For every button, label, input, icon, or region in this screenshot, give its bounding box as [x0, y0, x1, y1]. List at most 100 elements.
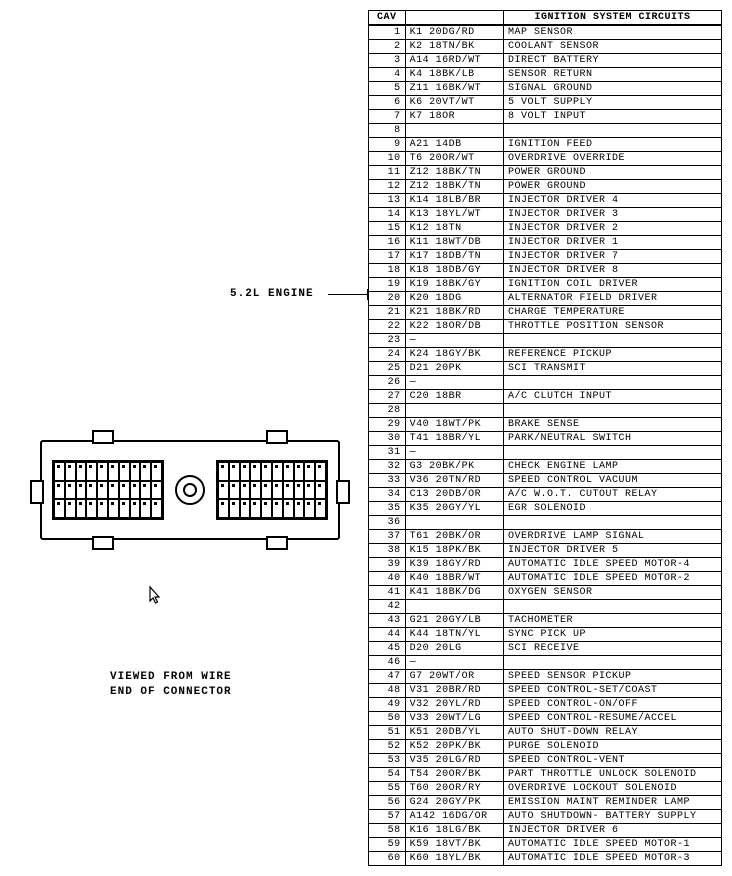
table-row: 38K15 18PK/BKINJECTOR DRIVER 5 [368, 544, 721, 558]
cell-wire: V35 20LG/RD [405, 754, 503, 768]
cell-wire: K2 18TN/BK [405, 40, 503, 54]
cell-wire: D21 20PK [405, 362, 503, 376]
cell-cav: 35 [368, 502, 405, 516]
pin-cavity [97, 462, 108, 481]
cell-circuit: INJECTOR DRIVER 3 [504, 208, 722, 222]
pin-cavity [250, 499, 261, 518]
table-row: 9A21 14DBIGNITION FEED [368, 138, 721, 152]
pin-cavity [54, 481, 65, 500]
table-row: 54T54 20OR/BKPART THROTTLE UNLOCK SOLENO… [368, 768, 721, 782]
pin-cavity [261, 481, 272, 500]
cell-wire: K1 20DG/RD [405, 25, 503, 40]
cell-cav: 36 [368, 516, 405, 530]
cell-circuit: INJECTOR DRIVER 8 [504, 264, 722, 278]
pin-cavity [229, 499, 240, 518]
table-row: 33V36 20TN/RDSPEED CONTROL VACUUM [368, 474, 721, 488]
table-row: 12Z12 18BK/TNPOWER GROUND [368, 180, 721, 194]
cell-wire: T41 18BR/YL [405, 432, 503, 446]
cell-circuit: A/C W.O.T. CUTOUT RELAY [504, 488, 722, 502]
cell-circuit: PURGE SOLENOID [504, 740, 722, 754]
connector-diagram [40, 440, 340, 540]
pin-cavity [304, 499, 315, 518]
table-row: 58K16 18LG/BKINJECTOR DRIVER 6 [368, 824, 721, 838]
cell-wire [405, 404, 503, 418]
cell-circuit: SPEED CONTROL VACUUM [504, 474, 722, 488]
pin-cavity [54, 499, 65, 518]
cell-wire: K18 18DB/GY [405, 264, 503, 278]
cell-wire: K16 18LG/BK [405, 824, 503, 838]
cell-circuit: CHECK ENGINE LAMP [504, 460, 722, 474]
pin-cavity [97, 499, 108, 518]
cell-cav: 58 [368, 824, 405, 838]
cell-cav: 57 [368, 810, 405, 824]
pin-cavity [108, 462, 119, 481]
cell-circuit: OVERDRIVE LAMP SIGNAL [504, 530, 722, 544]
cell-circuit: INJECTOR DRIVER 2 [504, 222, 722, 236]
cell-circuit: MAP SENSOR [504, 25, 722, 40]
cell-cav: 56 [368, 796, 405, 810]
table-header: CAV IGNITION SYSTEM CIRCUITS [368, 11, 721, 26]
table-row: 60K60 18YL/BKAUTOMATIC IDLE SPEED MOTOR-… [368, 852, 721, 866]
cell-circuit: PARK/NEUTRAL SWITCH [504, 432, 722, 446]
cell-cav: 30 [368, 432, 405, 446]
pin-cavity [108, 481, 119, 500]
cell-circuit: IGNITION COIL DRIVER [504, 278, 722, 292]
table-row: 6K6 20VT/WT5 VOLT SUPPLY [368, 96, 721, 110]
cell-wire: T60 20OR/RY [405, 782, 503, 796]
cell-cav: 26 [368, 376, 405, 390]
cell-wire: K41 18BK/DG [405, 586, 503, 600]
cell-circuit: THROTTLE POSITION SENSOR [504, 320, 722, 334]
pin-cavity [130, 481, 141, 500]
cell-wire: D20 20LG [405, 642, 503, 656]
table-row: 50V33 20WT/LGSPEED CONTROL-RESUME/ACCEL [368, 712, 721, 726]
cell-cav: 39 [368, 558, 405, 572]
table-row: 49V32 20YL/RDSPEED CONTROL-ON/OFF [368, 698, 721, 712]
table-row: 1K1 20DG/RDMAP SENSOR [368, 25, 721, 40]
cell-wire: K11 18WT/DB [405, 236, 503, 250]
table-row: 27C20 18BRA/C CLUTCH INPUT [368, 390, 721, 404]
table-row: 51K51 20DB/YLAUTO SHUT-DOWN RELAY [368, 726, 721, 740]
cell-wire: K35 20GY/YL [405, 502, 503, 516]
cell-wire [405, 124, 503, 138]
cell-wire: K39 18GY/RD [405, 558, 503, 572]
cell-circuit: AUTO SHUTDOWN- BATTERY SUPPLY [504, 810, 722, 824]
header-cav: CAV [368, 11, 405, 26]
cell-circuit [504, 404, 722, 418]
cell-wire: — [405, 446, 503, 460]
table-row: 44K44 18TN/YLSYNC PICK UP [368, 628, 721, 642]
table-row: 40K40 18BR/WTAUTOMATIC IDLE SPEED MOTOR-… [368, 572, 721, 586]
table-row: 39K39 18GY/RDAUTOMATIC IDLE SPEED MOTOR-… [368, 558, 721, 572]
cell-wire: K24 18GY/BK [405, 348, 503, 362]
pin-cavity [272, 499, 283, 518]
cell-circuit: AUTO SHUT-DOWN RELAY [504, 726, 722, 740]
engine-leader-line [328, 294, 368, 295]
cell-cav: 8 [368, 124, 405, 138]
table-row: 5Z11 16BK/WTSIGNAL GROUND [368, 82, 721, 96]
cell-circuit: SIGNAL GROUND [504, 82, 722, 96]
cell-wire: K52 20PK/BK [405, 740, 503, 754]
cell-circuit: INJECTOR DRIVER 6 [504, 824, 722, 838]
cell-cav: 11 [368, 166, 405, 180]
table-row: 43G21 20GY/LBTACHOMETER [368, 614, 721, 628]
cell-circuit: ALTERNATOR FIELD DRIVER [504, 292, 722, 306]
header-circuits: IGNITION SYSTEM CIRCUITS [504, 11, 722, 26]
left-column: 5.2L ENGINE VIEWED FROM WIRE END OF C [10, 10, 368, 830]
cell-wire [405, 600, 503, 614]
cell-circuit: EGR SOLENOID [504, 502, 722, 516]
cell-cav: 55 [368, 782, 405, 796]
cell-cav: 3 [368, 54, 405, 68]
pin-cavity [76, 462, 87, 481]
cell-wire: K40 18BR/WT [405, 572, 503, 586]
cell-cav: 10 [368, 152, 405, 166]
pin-cavity [250, 462, 261, 481]
table-row: 15K12 18TNINJECTOR DRIVER 2 [368, 222, 721, 236]
table-row: 7K7 18OR8 VOLT INPUT [368, 110, 721, 124]
table-row: 30T41 18BR/YLPARK/NEUTRAL SWITCH [368, 432, 721, 446]
cell-cav: 6 [368, 96, 405, 110]
pin-cavity [218, 499, 229, 518]
cell-cav: 53 [368, 754, 405, 768]
cell-wire: C20 18BR [405, 390, 503, 404]
cell-cav: 7 [368, 110, 405, 124]
cell-cav: 12 [368, 180, 405, 194]
cell-wire: V40 18WT/PK [405, 418, 503, 432]
